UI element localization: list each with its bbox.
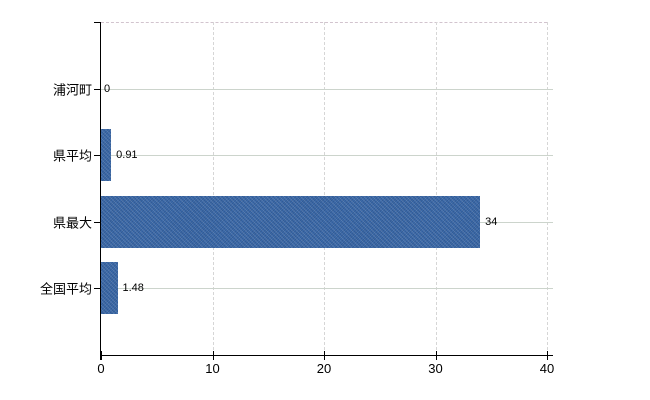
value-label: 34 bbox=[485, 215, 498, 228]
chart-bar bbox=[101, 195, 481, 248]
gridline-horizontal bbox=[101, 288, 553, 290]
gridline-vertical bbox=[212, 22, 214, 355]
gridline-horizontal bbox=[101, 88, 553, 90]
category-label: 全国平均 bbox=[39, 281, 92, 297]
x-axis-tick-label: 10 bbox=[205, 361, 220, 376]
y-axis-tick bbox=[94, 88, 100, 90]
x-axis-tick bbox=[547, 351, 548, 360]
chart-bar bbox=[101, 262, 118, 315]
x-axis-tick-label: 30 bbox=[428, 361, 443, 376]
x-axis-tick-label: 0 bbox=[97, 361, 105, 376]
gridline-horizontal bbox=[101, 155, 553, 157]
x-axis-line bbox=[100, 355, 553, 356]
x-axis-tick-label: 20 bbox=[316, 361, 332, 376]
value-label: 1.48 bbox=[122, 282, 144, 295]
x-axis-tick bbox=[212, 351, 214, 360]
gridline-vertical bbox=[547, 22, 548, 355]
category-label: 県平均 bbox=[52, 148, 92, 164]
y-axis-tick bbox=[94, 155, 100, 157]
y-axis-tick bbox=[94, 221, 100, 223]
x-axis-tick bbox=[101, 351, 102, 360]
gridline-vertical bbox=[324, 22, 325, 355]
category-label: 県最大 bbox=[52, 215, 92, 231]
chart-bar bbox=[101, 129, 112, 182]
x-axis-tick-label: 40 bbox=[539, 361, 555, 376]
gridline-vertical bbox=[435, 22, 437, 355]
category-label: 浦河町 bbox=[52, 82, 92, 98]
y-axis-line bbox=[100, 22, 101, 360]
y-axis-tick bbox=[94, 288, 100, 290]
x-axis-tick bbox=[435, 351, 437, 360]
value-label: 0.91 bbox=[116, 149, 138, 162]
x-axis-tick bbox=[324, 351, 325, 360]
y-axis-tick bbox=[94, 22, 100, 23]
value-label: 0 bbox=[104, 82, 111, 95]
